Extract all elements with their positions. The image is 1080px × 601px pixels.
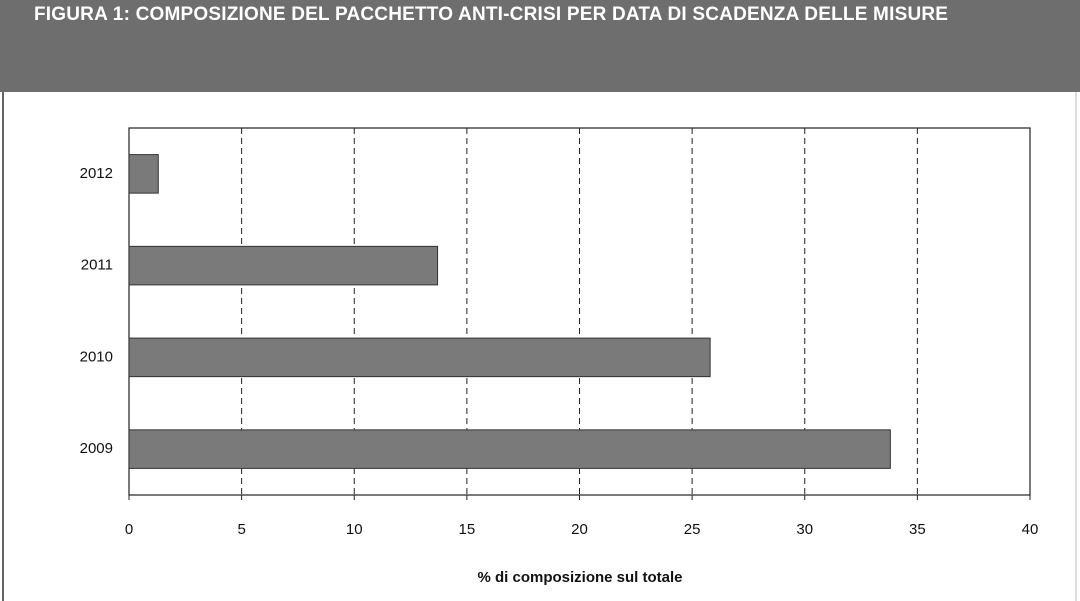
x-tick-label: 35 [909,521,926,538]
bar [128,429,891,469]
x-tick-label: 15 [459,521,476,538]
bar [128,337,711,378]
plot-frame [128,127,1031,496]
x-tick-label: 20 [571,521,588,538]
x-tick-label: 30 [796,521,813,538]
y-tick-label: 2010 [80,348,113,365]
y-tick-label: 2009 [80,440,113,457]
bar [128,154,159,194]
x-tick-label: 10 [346,521,363,538]
x-tick-label: 40 [1022,521,1039,538]
x-axis-label: % di composizione sul totale [477,569,682,586]
x-tick-label: 25 [684,521,701,538]
y-tick-label: 2012 [80,165,113,182]
bar [128,245,439,286]
x-tick-label: 0 [125,521,133,538]
y-tick-label: 2011 [81,257,113,274]
chart-title: FIGURA 1: COMPOSIZIONE DEL PACCHETTO ANT… [34,4,949,25]
x-tick-label: 5 [237,521,245,538]
header: FIGURA 1: COMPOSIZIONE DEL PACCHETTO ANT… [0,0,1080,92]
